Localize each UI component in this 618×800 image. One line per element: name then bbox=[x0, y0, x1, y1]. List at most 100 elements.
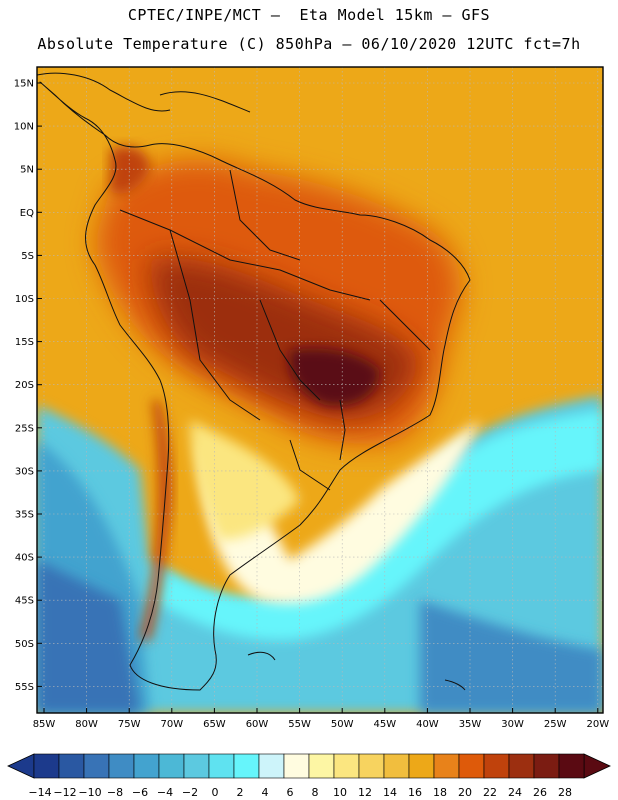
lon-tick-label: 50W bbox=[331, 719, 354, 730]
lat-tick-label: EQ bbox=[20, 208, 34, 219]
colorbar-swatch bbox=[258, 753, 285, 779]
colorbar-swatch bbox=[208, 753, 235, 779]
falkland-islands bbox=[247, 651, 276, 661]
colorbar-swatch bbox=[308, 753, 335, 779]
map-title-line2: Absolute Temperature (C) 850hPa – 06/10/… bbox=[37, 35, 581, 53]
colorbar-label: 0 bbox=[212, 786, 219, 799]
colorbar-swatch bbox=[233, 753, 260, 779]
lat-tick-label: 5S bbox=[21, 251, 34, 262]
lon-tick-label: 45W bbox=[373, 719, 396, 730]
lon-tick-label: 75W bbox=[118, 719, 141, 730]
colorbar-label: 26 bbox=[533, 786, 547, 799]
temperature-field bbox=[37, 67, 603, 713]
lon-tick-label: 35W bbox=[459, 719, 482, 730]
colorbar-swatch bbox=[483, 753, 510, 779]
colorbar-label: 20 bbox=[458, 786, 472, 799]
colorbar-swatch bbox=[108, 753, 135, 779]
colorbar-label: −6 bbox=[132, 786, 148, 799]
map-title-line1: CPTEC/INPE/MCT – Eta Model 15km – GFS bbox=[127, 6, 491, 24]
field-yellow-patch bbox=[190, 420, 300, 540]
caribbean-islands bbox=[159, 91, 251, 113]
colorbar-label: 2 bbox=[237, 786, 244, 799]
border-line-6 bbox=[289, 439, 331, 491]
field-cold-southeast bbox=[420, 600, 603, 713]
lon-tick-label: 60W bbox=[246, 719, 269, 730]
colorbar-swatch bbox=[358, 753, 385, 779]
coastlines bbox=[37, 72, 471, 691]
border-line-3 bbox=[259, 299, 321, 401]
field-andes-strip bbox=[140, 400, 172, 640]
lon-tick-label: 30W bbox=[501, 719, 524, 730]
colorbar-swatch bbox=[433, 753, 460, 779]
lon-tick-label: 40W bbox=[416, 719, 439, 730]
colorbar-label: −14 bbox=[28, 786, 51, 799]
colorbar-label: −10 bbox=[78, 786, 101, 799]
colorbar-label: 12 bbox=[358, 786, 372, 799]
colorbar-swatch bbox=[558, 753, 585, 779]
colorbar-swatch bbox=[83, 753, 110, 779]
colorbar-swatch bbox=[183, 753, 210, 779]
lat-tick-label: 10N bbox=[14, 122, 34, 133]
lon-tick-label: 80W bbox=[75, 719, 98, 730]
lon-tick-label: 25W bbox=[544, 719, 567, 730]
border-line-5 bbox=[339, 399, 346, 461]
colorbar-swatch bbox=[408, 753, 435, 779]
border-line-2 bbox=[169, 229, 261, 421]
border-line-4 bbox=[229, 169, 301, 261]
lat-tick-label: 35S bbox=[15, 510, 34, 521]
lon-tick-label: 70W bbox=[160, 719, 183, 730]
lat-tick-label: 20S bbox=[15, 380, 34, 391]
lat-tick-label: 40S bbox=[15, 553, 34, 564]
border-line-7 bbox=[379, 299, 431, 351]
lat-tick-label: 25S bbox=[15, 423, 34, 434]
lat-tick-label: 5N bbox=[20, 165, 34, 176]
colorbar-label: 14 bbox=[383, 786, 397, 799]
colorbar-label: 4 bbox=[262, 786, 269, 799]
colorbar-label: 22 bbox=[483, 786, 497, 799]
colorbar-label: −8 bbox=[107, 786, 123, 799]
colorbar: −14 −12 −10 −8 −6 −4 −2 0 2 4 6 8 10 12 14 16 18 20 22 24 26… bbox=[7, 753, 611, 799]
lat-tick-label: 30S bbox=[15, 466, 34, 477]
lon-tick-label: 20W bbox=[586, 719, 609, 730]
lat-tick-label: 55S bbox=[15, 682, 34, 693]
colorbar-swatch bbox=[508, 753, 535, 779]
colorbar-swatch bbox=[33, 753, 60, 779]
colorbar-swatch bbox=[533, 753, 560, 779]
longitude-axis: 85W 80W 75W 70W 65W 60W 55W 50W 45W 40W 35W 30W 25W 2… bbox=[33, 708, 609, 730]
colorbar-label: −4 bbox=[157, 786, 173, 799]
lat-tick-label: 50S bbox=[15, 639, 34, 650]
lat-tick-label: 45S bbox=[15, 596, 34, 607]
field-coldest-southwest bbox=[37, 560, 140, 713]
map-frame bbox=[36, 66, 604, 714]
colorbar-max-arrow bbox=[583, 753, 611, 779]
colorbar-swatch bbox=[58, 753, 85, 779]
colorbar-label: 16 bbox=[408, 786, 422, 799]
colorbar-label: −12 bbox=[53, 786, 76, 799]
colorbar-swatch bbox=[458, 753, 485, 779]
lon-tick-label: 55W bbox=[288, 719, 311, 730]
colorbar-swatch bbox=[283, 753, 310, 779]
colorbar-label: 24 bbox=[508, 786, 522, 799]
colorbar-label: 10 bbox=[333, 786, 347, 799]
colorbar-swatch bbox=[133, 753, 160, 779]
latitude-axis: 15N 10N 5N EQ 5S 10S 15S 20S 25S 30S 35S 40S 45S 50S 5… bbox=[14, 79, 42, 693]
colorbar-label: 18 bbox=[433, 786, 447, 799]
lat-tick-label: 10S bbox=[15, 294, 34, 305]
south-georgia-island bbox=[444, 679, 466, 691]
central-america-coastline bbox=[37, 72, 171, 112]
lat-tick-label: 15S bbox=[15, 337, 34, 348]
colorbar-min-arrow bbox=[7, 753, 35, 779]
field-colombia-heat bbox=[110, 146, 150, 194]
lon-tick-label: 85W bbox=[33, 719, 56, 730]
field-cream-band bbox=[200, 420, 480, 604]
colorbar-swatch bbox=[158, 753, 185, 779]
colorbar-swatch bbox=[333, 753, 360, 779]
south-america-coastline bbox=[39, 81, 471, 691]
border-line-1 bbox=[119, 209, 371, 301]
colorbar-label: −2 bbox=[182, 786, 198, 799]
lon-tick-label: 65W bbox=[203, 719, 226, 730]
colorbar-label: 6 bbox=[287, 786, 294, 799]
colorbar-label: 8 bbox=[312, 786, 319, 799]
lat-tick-label: 15N bbox=[14, 79, 34, 90]
